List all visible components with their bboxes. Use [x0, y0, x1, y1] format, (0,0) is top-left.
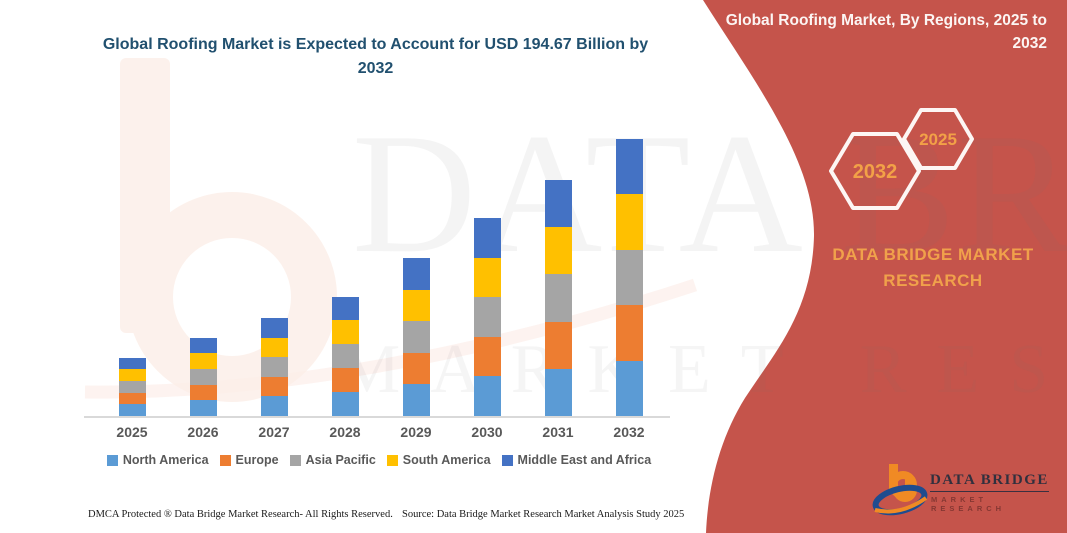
data-bridge-logo-icon	[872, 464, 928, 516]
x-axis-label-2026: 2026	[187, 424, 219, 440]
x-axis-label-2028: 2028	[329, 424, 361, 440]
footer-source-text: Source: Data Bridge Market Research Mark…	[402, 509, 685, 520]
bar-segment-north-america	[473, 376, 501, 416]
bar-segment-asia-pacific	[331, 344, 359, 369]
legend-item-south-america: South America	[386, 453, 491, 467]
bar-segment-europe	[118, 392, 146, 405]
x-axis-line	[84, 416, 670, 418]
hexagon-2025-label: 2025	[919, 130, 957, 149]
bar-segment-asia-pacific	[473, 297, 501, 337]
legend-swatch-icon	[289, 454, 301, 466]
bar-segment-north-america	[615, 360, 643, 416]
bar-segment-middle-east-and-africa	[189, 337, 217, 354]
stacked-bar-2028	[331, 296, 359, 416]
bar-segment-middle-east-and-africa	[331, 296, 359, 321]
logo-subtitle: MARKET RESEARCH	[931, 495, 1006, 513]
stacked-bar-2031	[544, 179, 572, 416]
stacked-bar-2030	[473, 218, 501, 416]
bar-segment-south-america	[544, 227, 572, 275]
bar-segment-asia-pacific	[189, 369, 217, 385]
legend-swatch-icon	[219, 454, 231, 466]
legend-item-north-america: North America	[106, 453, 209, 467]
bar-segment-south-america	[260, 337, 288, 358]
bar-segment-south-america	[118, 369, 146, 382]
bar-segment-south-america	[615, 194, 643, 250]
legend-swatch-icon	[386, 454, 398, 466]
legend-swatch-icon	[106, 454, 118, 466]
bar-segment-europe	[189, 384, 217, 401]
bar-segment-south-america	[402, 289, 430, 322]
bar-segment-north-america	[189, 400, 217, 416]
bar-segment-middle-east-and-africa	[544, 179, 572, 228]
bar-segment-europe	[615, 305, 643, 361]
bar-segment-asia-pacific	[544, 274, 572, 322]
stacked-bar-2027	[260, 317, 288, 416]
bar-segment-north-america	[118, 404, 146, 416]
bar-segment-south-america	[473, 257, 501, 298]
x-axis-label-2029: 2029	[400, 424, 432, 440]
bar-segment-europe	[260, 376, 288, 397]
hexagon-2025-icon	[902, 108, 974, 170]
legend-label: North America	[122, 453, 209, 467]
hexagon-2032-icon	[829, 132, 921, 210]
bar-segment-north-america	[402, 384, 430, 416]
bar-segment-asia-pacific	[615, 249, 643, 306]
x-axis-label-2027: 2027	[258, 424, 290, 440]
chart-title: Global Roofing Market is Expected to Acc…	[102, 36, 649, 77]
stacked-bar-2029	[402, 258, 430, 416]
hexagon-badges: 2032 2025	[829, 108, 974, 210]
x-axis-label-2032: 2032	[613, 424, 645, 440]
bar-segment-middle-east-and-africa	[260, 317, 288, 338]
bar-segment-asia-pacific	[118, 381, 146, 393]
stacked-bar-2032	[615, 139, 643, 416]
data-bridge-logo: DATA BRIDGE MARKET RESEARCH	[872, 458, 1057, 520]
hexagon-2032-label: 2032	[853, 161, 898, 183]
bar-segment-middle-east-and-africa	[473, 218, 501, 258]
legend-item-middle-east-and-africa: Middle East and Africa	[501, 453, 652, 467]
bar-segment-europe	[331, 368, 359, 393]
stacked-bar-2026	[189, 337, 217, 416]
logo-name: DATA BRIDGE	[930, 472, 1049, 492]
footer: DMCA Protected ® Data Bridge Market Rese…	[88, 509, 688, 520]
bar-segment-europe	[544, 321, 572, 369]
footer-dmca-text: DMCA Protected ® Data Bridge Market Rese…	[88, 509, 393, 520]
bar-segment-middle-east-and-africa	[615, 139, 643, 195]
bar-segment-north-america	[331, 392, 359, 416]
legend-label: Asia Pacific	[305, 453, 376, 467]
bar-segment-europe	[473, 336, 501, 377]
x-axis-label-2030: 2030	[471, 424, 503, 440]
bar-segment-asia-pacific	[260, 357, 288, 377]
legend-swatch-icon	[501, 454, 513, 466]
panel-header-title: Global Roofing Market, By Regions, 2025 …	[725, 12, 1047, 52]
bar-segment-north-america	[544, 368, 572, 416]
legend-label: Europe	[235, 453, 279, 467]
legend-item-europe: Europe	[219, 453, 279, 467]
bar-segment-middle-east-and-africa	[118, 357, 146, 370]
bar-segment-north-america	[260, 396, 288, 416]
legend-label: South America	[402, 453, 491, 467]
bar-segment-middle-east-and-africa	[402, 258, 430, 290]
legend-label: Middle East and Africa	[517, 453, 652, 467]
legend-item-asia-pacific: Asia Pacific	[289, 453, 376, 467]
bar-segment-south-america	[189, 353, 217, 370]
bar-segment-south-america	[331, 320, 359, 345]
chart-legend: North America Europe Asia Pacific South Ame…	[88, 453, 670, 467]
brand-wordmark: DATA BRIDGE MARKET RESEARCH	[832, 245, 1034, 290]
x-axis-label-2031: 2031	[542, 424, 574, 440]
x-axis-label-2025: 2025	[116, 424, 148, 440]
bar-segment-europe	[402, 352, 430, 385]
bar-segment-asia-pacific	[402, 321, 430, 353]
stacked-bar-plot	[88, 112, 668, 416]
stacked-bar-2025	[118, 357, 146, 416]
